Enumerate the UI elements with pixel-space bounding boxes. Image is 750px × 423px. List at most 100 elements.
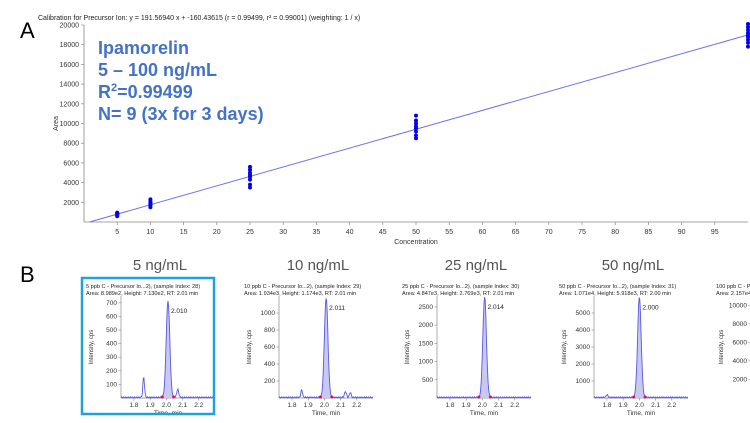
peak-rt-label: 2.010 [171, 308, 188, 315]
chromatogram-trace [593, 297, 689, 399]
x-tick-label: 2.2 [667, 402, 676, 409]
x-tick-label: 2.0 [162, 402, 171, 409]
x-tick-label: 80 [611, 229, 619, 236]
x-tick-label: 1.9 [146, 402, 155, 409]
x-tick-label: 2.2 [510, 402, 519, 409]
peak-rt-label: 2.000 [642, 304, 659, 311]
x-tick-label: 85 [645, 229, 653, 236]
y-tick-label: 200 [106, 368, 117, 375]
x-tick-label: 2.0 [635, 402, 644, 409]
x-tick-label: 65 [512, 229, 520, 236]
x-tick-label: 5 [115, 229, 119, 236]
chromatogram-trace [436, 296, 532, 399]
y-tick-label: 400 [264, 361, 275, 368]
integration-start-marker [632, 395, 636, 399]
chromatogram-5: 100 ng/mL100 ppb C - Precursor I...2), (… [716, 284, 750, 383]
calibration-chart: Calibration for Precursor Ion: y = 191.5… [38, 15, 750, 246]
data-point [115, 210, 120, 215]
x-axis-label: Time, min [312, 410, 341, 417]
y-tick-label: 800 [264, 327, 275, 334]
info-line-1: 5 ppb C - Precursor Io...2), (sample Ind… [86, 284, 200, 290]
y-tick-label: 600 [106, 313, 117, 320]
y-tick-label: 18000 [60, 42, 80, 49]
y-tick-label: 8000 [733, 321, 748, 328]
data-point [746, 40, 750, 45]
data-point [248, 177, 252, 182]
x-tick-label: 70 [545, 229, 553, 236]
y-tick-label: 4000 [576, 327, 591, 334]
x-axis-label: Concentration [394, 239, 438, 246]
x-tick-label: 1.9 [304, 402, 313, 409]
y-tick-label: 600 [264, 344, 275, 351]
annotation-line: 5 – 100 ng/mL [98, 60, 217, 80]
integration-start-marker [477, 395, 481, 399]
data-point [746, 22, 750, 27]
integration-start-marker [160, 395, 164, 399]
panel-label-a: A [20, 18, 35, 43]
y-axis-label: Intensity, cps [89, 330, 95, 365]
y-tick-label: 3000 [576, 344, 591, 351]
x-tick-label: 40 [346, 229, 354, 236]
data-point [746, 44, 750, 49]
x-tick-label: 95 [711, 229, 719, 236]
y-tick-label: 5000 [576, 310, 591, 317]
info-line-2: Area: 1.071e4, Height: 5.918e3, RT: 2.00… [559, 291, 671, 297]
x-tick-label: 2.0 [478, 402, 487, 409]
y-tick-label: 10000 [60, 121, 80, 128]
y-tick-label: 2000 [576, 361, 591, 368]
x-tick-label: 1.8 [445, 402, 454, 409]
chromatogram-1: 5 ng/mL 5 ppb C - Precursor Io...2), (sam… [80, 257, 216, 417]
x-tick-label: 1.9 [462, 402, 471, 409]
data-point [414, 124, 418, 129]
data-point [746, 30, 750, 35]
x-axis-label: Time, min [470, 410, 499, 417]
x-tick-label: 30 [279, 229, 287, 236]
data-point [414, 118, 418, 123]
x-tick-label: 2.1 [651, 402, 660, 409]
panel-label-b: B [20, 262, 35, 287]
y-tick-label: 200 [264, 378, 275, 385]
integration-end-marker [330, 395, 334, 399]
x-tick-label: 2.1 [336, 402, 345, 409]
chromatogram-trace [278, 298, 374, 399]
x-tick-label: 1.9 [619, 402, 628, 409]
y-tick-label: 1000 [576, 378, 591, 385]
chromatogram-2: 10 ng/mL 10 ppb C - Precursor Io...2), (s… [244, 257, 374, 417]
x-tick-label: 60 [479, 229, 487, 236]
integration-start-marker [318, 395, 322, 399]
y-tick-label: 16000 [60, 62, 80, 69]
integration-end-marker [643, 395, 647, 399]
x-tick-label: 20 [213, 229, 221, 236]
y-axis-label: Intensity, cps [562, 330, 568, 365]
peak-rt-label: 2.014 [488, 304, 505, 311]
data-point [248, 182, 252, 187]
y-tick-label: 12000 [60, 101, 80, 108]
info-line-1: 100 ppb C - Precursor I...2), (sample In… [716, 284, 750, 290]
y-axis-label: Intensity, cps [719, 330, 725, 365]
regression-line [89, 34, 749, 223]
y-tick-label: 700 [106, 300, 117, 307]
y-tick-label: 14000 [60, 82, 80, 89]
x-tick-label: 2.2 [194, 402, 203, 409]
data-point [248, 170, 252, 175]
y-tick-label: 8000 [63, 141, 79, 148]
y-axis-label: Intensity, cps [405, 330, 411, 365]
info-line-1: 50 ppb C - Precursor Io...2), (sample In… [559, 284, 676, 290]
concentration-heading: 5 ng/mL [133, 257, 187, 274]
y-tick-label: 300 [106, 354, 117, 361]
y-tick-label: 400 [106, 341, 117, 348]
y-tick-label: 2000 [733, 376, 748, 383]
annotation-line: Ipamorelin [98, 38, 189, 58]
y-axis-label: Intensity, cps [247, 330, 253, 365]
data-point [414, 133, 418, 138]
info-line-2: Area: 2.157e4, Height: 1.060e4, RT: 2.01… [716, 291, 750, 297]
calibration-title: Calibration for Precursor Ion: y = 191.5… [38, 15, 360, 22]
info-line-2: Area: 4.847e3, Height: 2.769e3, RT: 2.01… [402, 291, 514, 297]
x-tick-label: 2.1 [494, 402, 503, 409]
info-line-1: 25 ppb C - Precursor Io...2), (sample In… [402, 284, 519, 290]
x-tick-label: 2.1 [178, 402, 187, 409]
data-point [148, 197, 153, 202]
y-tick-label: 4000 [733, 358, 748, 365]
x-tick-label: 15 [180, 229, 188, 236]
y-tick-label: 4000 [63, 180, 79, 187]
